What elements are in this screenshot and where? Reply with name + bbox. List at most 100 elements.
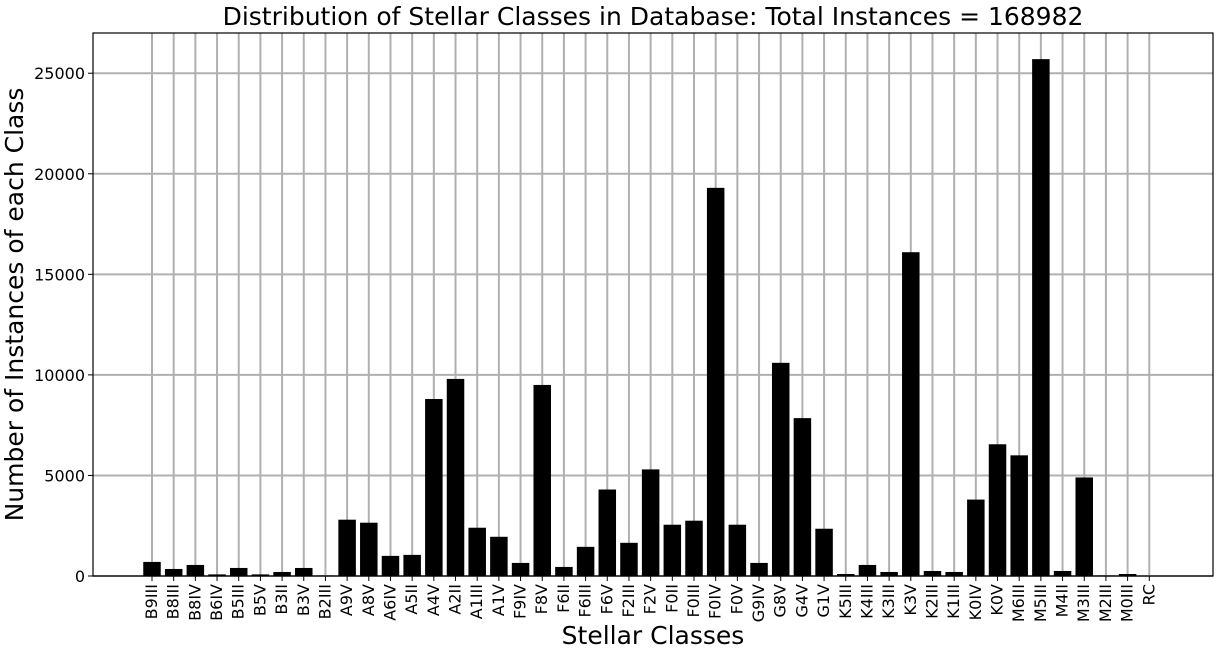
bar-f6iii [576, 546, 595, 576]
bar-b9iii [143, 561, 161, 576]
x-tick-label: F0IV [706, 584, 725, 619]
x-tick-label: RC [1139, 584, 1158, 606]
x-tick-label: F8V [532, 584, 551, 614]
x-tick-label: F0V [727, 584, 746, 614]
bar-k2iii [923, 570, 942, 576]
bar-f0iii [685, 520, 703, 576]
x-tick-label: K4III [857, 584, 876, 619]
bar-a6iv [381, 555, 400, 576]
bar-k4iii [858, 564, 877, 576]
x-tick-label: F0II [662, 584, 681, 613]
bar-k0iv [967, 499, 985, 576]
bar-b5v [251, 574, 270, 576]
x-tick-label: G8V [771, 584, 790, 618]
x-tick-label: A8V [359, 584, 378, 616]
bar-b3v [295, 567, 313, 576]
x-tick-label: K2III [922, 584, 941, 619]
bar-m0iii [1118, 573, 1137, 576]
x-tick-label: B3V [294, 584, 313, 616]
x-tick-label: F6III [576, 584, 595, 618]
x-axis-label: Stellar Classes [562, 621, 745, 650]
x-tick-label: B6IV [207, 584, 226, 621]
bar-b8iv [186, 564, 205, 576]
bar-a4v [425, 399, 443, 576]
x-tick-label: B5III [229, 584, 248, 619]
bar-b3ii [273, 571, 291, 576]
y-tick-label: 25000 [34, 64, 85, 83]
bar-f2v [641, 469, 660, 576]
x-tick-label: K0IV [966, 584, 985, 620]
bar-g4v [793, 418, 812, 576]
x-tick-label: A9V [337, 584, 356, 616]
bar-k3iii [880, 571, 898, 576]
y-tick-layer: 0 5000 10000 15000 20000 25000 [34, 64, 93, 586]
y-axis-label: Number of Instances of each Class [0, 88, 29, 522]
x-tick-label: B5V [250, 584, 269, 616]
x-tick-label: G9IV [749, 584, 768, 622]
bar-m5iii [1032, 59, 1050, 576]
x-tick-label: M4II [1053, 584, 1072, 617]
bar-a8v [360, 522, 378, 576]
x-tick-label: G1V [814, 584, 833, 618]
x-tick-label: K5III [836, 584, 855, 619]
bar-k0v [988, 444, 1007, 576]
x-tick-label: M0III [1118, 584, 1137, 622]
x-tick-label: A1V [489, 584, 508, 616]
x-tick-label: B8IV [185, 584, 204, 621]
bar-a1v [490, 536, 508, 576]
x-tick-label: M3III [1074, 584, 1093, 622]
x-tick-label: A4V [424, 584, 443, 616]
bar-b6iv [208, 574, 226, 576]
x-tick-label: F6V [597, 584, 616, 614]
x-tick-label: A1III [467, 584, 486, 619]
y-tick-label: 5000 [44, 466, 85, 485]
x-tick-label: A6IV [380, 584, 399, 621]
bar-m4ii [1053, 570, 1072, 576]
x-tick-label: M2III [1096, 584, 1115, 622]
x-tick-label: F2V [641, 584, 660, 614]
bar-a5ii [403, 554, 421, 576]
x-tick-label: B9III [142, 584, 161, 619]
x-tick-label: G4V [792, 584, 811, 618]
bar-k5iii [837, 573, 855, 576]
x-tick-label: B8III [164, 584, 183, 619]
bar-k3v [902, 252, 920, 576]
bar-b5iii [229, 567, 248, 576]
x-tick-label: A5II [402, 584, 421, 615]
bar-f6ii [555, 566, 573, 576]
y-tick-label: 20000 [34, 165, 85, 184]
bar-k1iii [945, 571, 963, 576]
y-tick-label: 15000 [34, 265, 85, 284]
x-tick-label: A2II [446, 584, 465, 615]
bar-f6v [598, 489, 617, 576]
x-tick-label: K0V [988, 584, 1007, 616]
bar-f0ii [663, 524, 682, 576]
bar-m6iii [1010, 455, 1028, 576]
x-tick-layer: B9III B8III B8IV B6IV B5III B5V B3II B3V B2III A9… [142, 576, 1158, 622]
x-tick-label: F2III [619, 584, 638, 618]
x-tick-label: M6III [1009, 584, 1028, 622]
bar-a2ii [446, 378, 465, 576]
bar-f2iii [620, 542, 638, 576]
x-tick-label: B3II [272, 584, 291, 615]
bar-layer [143, 59, 1159, 576]
bar-g8v [771, 362, 790, 576]
bar-b8iii [164, 568, 183, 576]
bar-f8v [533, 384, 551, 576]
bar-f9iv [511, 562, 530, 576]
chart-title: Distribution of Stellar Classes in Datab… [223, 2, 1084, 31]
x-tick-label: M5III [1031, 584, 1050, 622]
bar-a1iii [468, 527, 486, 576]
x-tick-label: K3V [901, 584, 920, 616]
x-tick-label: K1III [944, 584, 963, 619]
x-tick-label: F6II [554, 584, 573, 613]
axis-frame [92, 32, 1214, 577]
x-tick-label: F0III [684, 584, 703, 618]
y-tick-label: 10000 [34, 366, 85, 385]
x-tick-label: B2III [315, 584, 334, 619]
bar-g1v [815, 528, 833, 576]
x-tick-label: F9IV [511, 584, 530, 619]
y-tick-label: 0 [75, 567, 85, 586]
